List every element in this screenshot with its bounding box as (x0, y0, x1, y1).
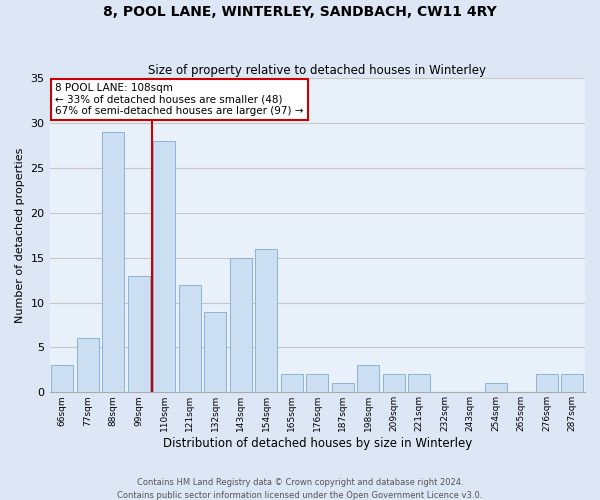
Bar (256, 248, 277, 392)
Bar (205, 312, 226, 392)
Bar (103, 132, 124, 392)
Bar (154, 141, 175, 393)
Bar (179, 284, 200, 393)
Bar (409, 374, 430, 392)
X-axis label: Distribution of detached houses by size in Winterley: Distribution of detached houses by size … (163, 437, 472, 450)
Bar (383, 374, 404, 392)
Bar (332, 384, 353, 392)
Bar (562, 374, 583, 392)
Bar (307, 374, 328, 392)
Bar (358, 366, 379, 392)
Title: Size of property relative to detached houses in Winterley: Size of property relative to detached ho… (148, 64, 486, 77)
Bar (485, 384, 506, 392)
Y-axis label: Number of detached properties: Number of detached properties (15, 148, 25, 323)
Bar (536, 374, 557, 392)
Bar (230, 258, 251, 392)
Text: 8, POOL LANE, WINTERLEY, SANDBACH, CW11 4RY: 8, POOL LANE, WINTERLEY, SANDBACH, CW11 … (103, 5, 497, 19)
Text: Contains HM Land Registry data © Crown copyright and database right 2024.
Contai: Contains HM Land Registry data © Crown c… (118, 478, 482, 500)
Text: 8 POOL LANE: 108sqm
← 33% of detached houses are smaller (48)
67% of semi-detach: 8 POOL LANE: 108sqm ← 33% of detached ho… (55, 83, 304, 116)
Bar (281, 374, 302, 392)
Bar (52, 366, 73, 392)
Bar (128, 276, 149, 392)
Bar (77, 338, 98, 392)
